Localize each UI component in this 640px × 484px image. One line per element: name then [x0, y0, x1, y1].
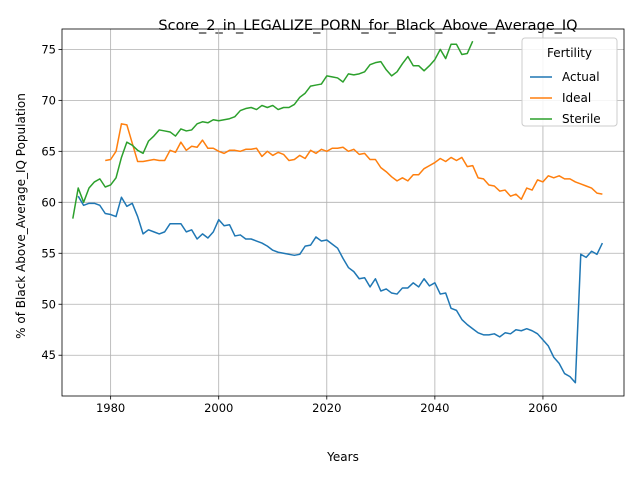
- y-tick-label: 55: [41, 246, 56, 260]
- axis-ticks: 1980 2000 2020 2040 2060 45 50 55 60 65 70 75: [41, 42, 557, 415]
- y-tick-label: 65: [41, 144, 56, 158]
- x-tick-label: 2060: [528, 401, 557, 415]
- y-axis-label: % of Black Above_Average_IQ Population: [14, 93, 28, 339]
- y-tick-label: 60: [41, 195, 56, 209]
- chart-title: Score_2_in_LEGALIZE_PORN_for_Black_Above…: [158, 18, 577, 34]
- series-lines: [72, 40, 604, 384]
- legend-box: [521, 37, 618, 127]
- y-tick-label: 75: [41, 42, 56, 56]
- legend-title: Fertility: [547, 46, 592, 60]
- legend: Fertility Actual Ideal Sterile: [521, 37, 618, 127]
- x-tick-label: 2020: [312, 401, 341, 415]
- grid: [62, 29, 624, 396]
- x-tick-label: 1980: [96, 401, 125, 415]
- legend-label-sterile: Sterile: [562, 112, 601, 126]
- y-tick-label: 50: [41, 297, 56, 311]
- legend-label-ideal: Ideal: [562, 91, 591, 105]
- y-tick-label: 45: [41, 348, 56, 362]
- series-line-sterile: [72, 40, 474, 219]
- x-axis-label: Years: [326, 450, 359, 464]
- plot-area-frame: [61, 28, 625, 397]
- series-line-ideal: [105, 123, 603, 200]
- legend-label-actual: Actual: [562, 70, 600, 84]
- y-tick-label: 70: [41, 93, 56, 107]
- series-line-actual: [77, 195, 604, 384]
- x-tick-label: 2000: [204, 401, 233, 415]
- x-tick-label: 2040: [420, 401, 449, 415]
